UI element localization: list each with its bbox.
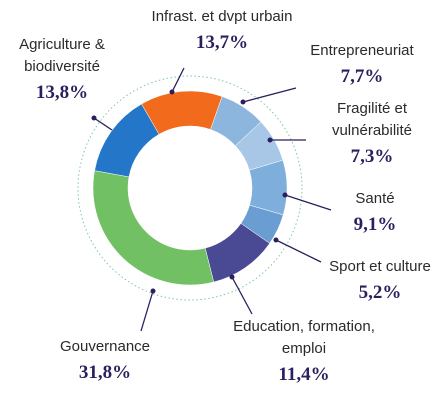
leader-line	[140, 290, 154, 332]
value-label: 13,8%	[35, 82, 89, 103]
category-name: Santé	[355, 190, 395, 207]
leader-dot	[169, 89, 175, 95]
slice-label: Fragilité et vulnérabilité 7,3%	[317, 98, 427, 168]
leader-dot	[150, 288, 156, 294]
leader-line	[275, 239, 322, 263]
slice-label: Infrast. et dvpt urbain 13,7%	[122, 6, 322, 54]
leader-line	[284, 194, 332, 211]
value-label: 9,1%	[353, 214, 397, 235]
slice-label: Gouvernance 31,8%	[35, 336, 175, 384]
value-label: 5,2%	[358, 282, 402, 303]
leader-dot	[240, 99, 246, 105]
leader-dot	[273, 237, 279, 243]
value-label: 13,7%	[195, 32, 249, 53]
value-label: 11,4%	[278, 364, 330, 385]
category-name: Sport et culture	[329, 258, 431, 275]
dotted-ring	[77, 75, 303, 301]
slice-label: Santé 9,1%	[335, 188, 415, 236]
slice-label: Agriculture & biodiversité 13,8%	[2, 34, 122, 104]
leader-line	[231, 276, 253, 315]
category-name: Gouvernance	[59, 338, 151, 355]
value-label: 7,3%	[350, 146, 394, 167]
category-name: Education, formation, emploi	[233, 318, 375, 357]
leader-line	[171, 67, 185, 93]
slice-label: Sport et culture 5,2%	[320, 256, 440, 304]
category-name: Entrepreneuriat	[310, 42, 414, 59]
leader-dot	[282, 192, 288, 198]
category-name: Fragilité et vulnérabilité	[331, 100, 413, 139]
leader-line	[242, 87, 297, 103]
value-label: 7,7%	[340, 66, 384, 87]
donut-slice	[94, 103, 160, 178]
leader-dot	[229, 274, 235, 280]
donut-slice	[92, 170, 215, 286]
value-label: 31,8%	[78, 362, 132, 383]
category-name: Infrast. et dvpt urbain	[151, 8, 293, 25]
leader-dot	[91, 115, 97, 121]
leader-line	[93, 117, 113, 131]
slice-label: Education, formation, emploi 11,4%	[229, 316, 379, 386]
category-name: Agriculture & biodiversité	[19, 36, 105, 75]
slice-label: Entrepreneuriat 7,7%	[302, 40, 422, 88]
leader-dot	[267, 137, 273, 143]
